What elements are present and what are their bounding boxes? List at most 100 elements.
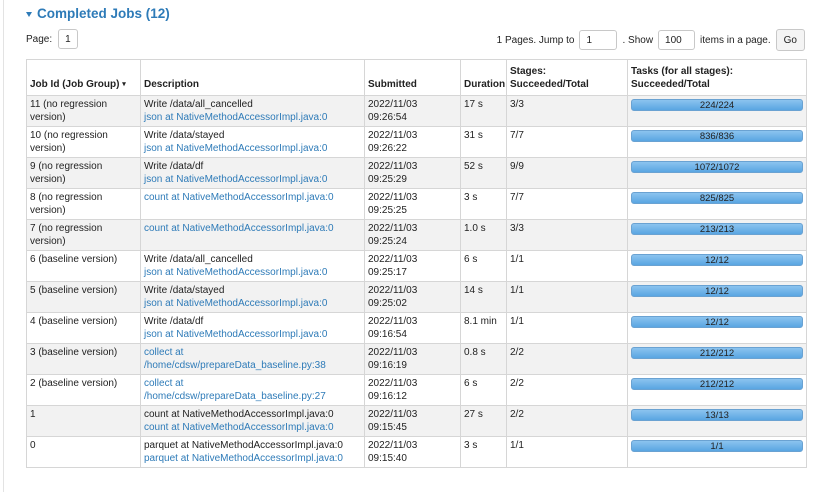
header-job-id[interactable]: Job Id (Job Group) ▾ — [26, 59, 141, 96]
job-id-cell: 11 (no regression version) — [26, 95, 141, 127]
job-description-text: Write /data/all_cancelled — [144, 254, 253, 265]
job-description-link[interactable]: count at NativeMethodAccessorImpl.java:0 — [144, 422, 334, 433]
table-row: 2 (baseline version) collect at /home/cds… — [26, 374, 807, 406]
stages-cell: 2/2 — [506, 374, 628, 406]
tasks-progress-bar: 212/212 — [631, 378, 803, 390]
tasks-progress-bar: 224/224 — [631, 99, 803, 111]
caret-down-icon — [26, 12, 32, 17]
duration-cell: 31 s — [460, 126, 507, 158]
tasks-cell: 12/12 — [627, 250, 807, 282]
job-description-link[interactable]: json at NativeMethodAccessorImpl.java:0 — [144, 143, 328, 154]
table-row: 10 (no regression version) Write /data/st… — [26, 126, 807, 158]
go-button[interactable]: Go — [775, 29, 805, 51]
stages-cell: 3/3 — [506, 95, 628, 127]
duration-cell: 6 s — [460, 374, 507, 406]
header-stages[interactable]: Stages: Succeeded/Total — [506, 59, 628, 96]
duration-cell: 0.8 s — [460, 343, 507, 375]
job-id-cell: 8 (no regression version) — [26, 188, 141, 220]
submitted-cell: 2022/11/03 09:15:45 — [364, 405, 461, 437]
job-description-link[interactable]: count at NativeMethodAccessorImpl.java:0 — [144, 223, 334, 234]
table-row: 6 (baseline version) Write /data/all_canc… — [26, 250, 807, 282]
header-submitted[interactable]: Submitted — [364, 59, 461, 96]
job-description-text: parquet at NativeMethodAccessorImpl.java… — [144, 440, 343, 451]
submitted-cell: 2022/11/03 09:25:02 — [364, 281, 461, 313]
duration-cell: 52 s — [460, 157, 507, 189]
table-row: 3 (baseline version) collect at /home/cds… — [26, 343, 807, 375]
job-description-cell: Write /data/stayed json at NativeMethodAc… — [140, 281, 365, 313]
job-id-cell: 4 (baseline version) — [26, 312, 141, 344]
completed-jobs-toggle[interactable]: Completed Jobs (12) — [26, 6, 170, 21]
sort-down-icon: ▾ — [122, 80, 126, 88]
completed-jobs-table: Job Id (Job Group) ▾ Description Submitt… — [26, 59, 807, 468]
duration-cell: 3 s — [460, 188, 507, 220]
table-body: 11 (no regression version) Write /data/al… — [26, 95, 807, 468]
stages-cell: 2/2 — [506, 343, 628, 375]
duration-cell: 14 s — [460, 281, 507, 313]
tasks-progress-bar: 13/13 — [631, 409, 803, 421]
stages-cell: 7/7 — [506, 188, 628, 220]
job-id-cell: 0 — [26, 436, 141, 468]
tasks-cell: 12/12 — [627, 312, 807, 344]
submitted-cell: 2022/11/03 09:25:29 — [364, 157, 461, 189]
table-row: 11 (no regression version) Write /data/al… — [26, 95, 807, 127]
job-description-link[interactable]: collect at /home/cdsw/prepareData_baseli… — [144, 347, 326, 371]
job-description-link[interactable]: count at NativeMethodAccessorImpl.java:0 — [144, 192, 334, 203]
job-description-link[interactable]: json at NativeMethodAccessorImpl.java:0 — [144, 112, 328, 123]
stages-cell: 1/1 — [506, 312, 628, 344]
submitted-cell: 2022/11/03 09:16:54 — [364, 312, 461, 344]
job-id-cell: 7 (no regression version) — [26, 219, 141, 251]
job-description-link[interactable]: collect at /home/cdsw/prepareData_baseli… — [144, 378, 326, 402]
job-description-text: Write /data/stayed — [144, 285, 225, 296]
stages-cell: 7/7 — [506, 126, 628, 158]
submitted-cell: 2022/11/03 09:25:24 — [364, 219, 461, 251]
duration-cell: 27 s — [460, 405, 507, 437]
job-description-text: Write /data/df — [144, 316, 204, 327]
job-description-cell: Write /data/all_cancelled json at NativeM… — [140, 95, 365, 127]
job-description-link[interactable]: parquet at NativeMethodAccessorImpl.java… — [144, 453, 343, 464]
tasks-cell: 1/1 — [627, 436, 807, 468]
job-description-cell: count at NativeMethodAccessorImpl.java:0 — [140, 188, 365, 220]
pages-jump-label: 1 Pages. Jump to — [496, 34, 575, 46]
stages-cell: 1/1 — [506, 436, 628, 468]
job-id-cell: 3 (baseline version) — [26, 343, 141, 375]
tasks-cell: 13/13 — [627, 405, 807, 437]
duration-cell: 8.1 min — [460, 312, 507, 344]
stages-cell: 9/9 — [506, 157, 628, 189]
submitted-cell: 2022/11/03 09:26:54 — [364, 95, 461, 127]
job-description-cell: count at NativeMethodAccessorImpl.java:0… — [140, 405, 365, 437]
submitted-cell: 2022/11/03 09:25:25 — [364, 188, 461, 220]
job-description-link[interactable]: json at NativeMethodAccessorImpl.java:0 — [144, 174, 328, 185]
job-description-cell: count at NativeMethodAccessorImpl.java:0 — [140, 219, 365, 251]
job-description-link[interactable]: json at NativeMethodAccessorImpl.java:0 — [144, 298, 328, 309]
pager-right: 1 Pages. Jump to . Show items in a page.… — [497, 29, 805, 51]
header-duration[interactable]: Duration — [460, 59, 507, 96]
tasks-cell: 825/825 — [627, 188, 807, 220]
show-label: . Show — [622, 34, 654, 46]
jump-to-page-input[interactable] — [579, 30, 618, 50]
tasks-cell: 1072/1072 — [627, 157, 807, 189]
header-tasks[interactable]: Tasks (for all stages): Succeeded/Total — [627, 59, 807, 96]
job-description-cell: Write /data/stayed json at NativeMethodAc… — [140, 126, 365, 158]
job-description-cell: Write /data/df json at NativeMethodAccess… — [140, 157, 365, 189]
page-size-input[interactable] — [658, 30, 696, 50]
current-page-box[interactable] — [58, 29, 79, 49]
table-row: 9 (no regression version) Write /data/df j… — [26, 157, 807, 189]
job-description-link[interactable]: json at NativeMethodAccessorImpl.java:0 — [144, 329, 328, 340]
tasks-progress-bar: 213/213 — [631, 223, 803, 235]
tasks-progress-bar: 12/12 — [631, 285, 803, 297]
job-description-cell: collect at /home/cdsw/prepareData_baseli… — [140, 374, 365, 406]
tasks-cell: 212/212 — [627, 343, 807, 375]
stages-cell: 1/1 — [506, 281, 628, 313]
job-description-cell: collect at /home/cdsw/prepareData_baseli… — [140, 343, 365, 375]
duration-cell: 6 s — [460, 250, 507, 282]
items-per-page-label: items in a page. — [700, 34, 771, 46]
job-id-cell: 2 (baseline version) — [26, 374, 141, 406]
tasks-cell: 12/12 — [627, 281, 807, 313]
job-id-cell: 10 (no regression version) — [26, 126, 141, 158]
table-row: 4 (baseline version) Write /data/df json a… — [26, 312, 807, 344]
job-description-link[interactable]: json at NativeMethodAccessorImpl.java:0 — [144, 267, 328, 278]
submitted-cell: 2022/11/03 09:15:40 — [364, 436, 461, 468]
job-id-cell: 6 (baseline version) — [26, 250, 141, 282]
stages-cell: 3/3 — [506, 219, 628, 251]
header-description[interactable]: Description — [140, 59, 365, 96]
